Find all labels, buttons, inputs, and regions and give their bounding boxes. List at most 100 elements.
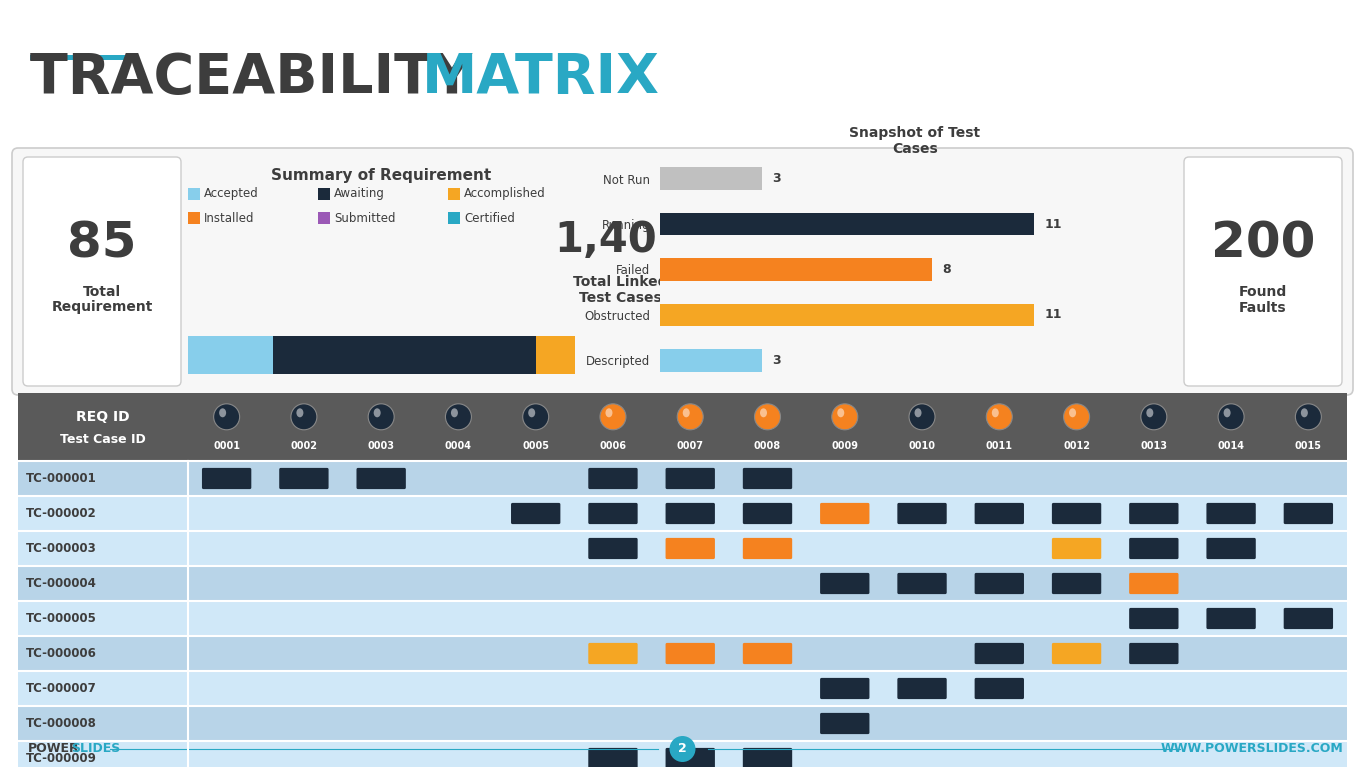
Ellipse shape xyxy=(1147,408,1153,417)
Ellipse shape xyxy=(374,408,381,417)
Text: 85: 85 xyxy=(67,219,136,268)
Bar xyxy=(18,531,1347,566)
Ellipse shape xyxy=(220,408,227,417)
Text: 0006: 0006 xyxy=(599,441,627,451)
Text: TC-000008: TC-000008 xyxy=(26,717,97,730)
FancyBboxPatch shape xyxy=(12,148,1353,395)
Bar xyxy=(661,304,1035,326)
Bar xyxy=(18,671,1347,706)
Ellipse shape xyxy=(1301,408,1308,417)
Bar xyxy=(318,188,330,200)
Bar xyxy=(18,706,1347,741)
Text: 11: 11 xyxy=(1044,218,1062,231)
FancyBboxPatch shape xyxy=(975,643,1024,664)
Text: TRACEABILITY: TRACEABILITY xyxy=(30,51,491,105)
Ellipse shape xyxy=(682,408,689,417)
FancyBboxPatch shape xyxy=(897,503,947,524)
Circle shape xyxy=(831,403,857,430)
Circle shape xyxy=(1218,403,1244,430)
Bar xyxy=(18,393,1347,461)
Bar xyxy=(536,336,575,374)
Text: TC-000002: TC-000002 xyxy=(26,507,97,520)
Text: 0003: 0003 xyxy=(367,441,394,451)
FancyBboxPatch shape xyxy=(1283,503,1334,524)
FancyBboxPatch shape xyxy=(1129,538,1178,559)
Ellipse shape xyxy=(837,408,845,417)
FancyBboxPatch shape xyxy=(666,748,715,767)
Text: Installed: Installed xyxy=(203,212,254,225)
Text: Test Cases: Test Cases xyxy=(579,291,662,305)
Text: 0007: 0007 xyxy=(677,441,704,451)
Text: Faults: Faults xyxy=(1239,301,1287,314)
Text: Test Case ID: Test Case ID xyxy=(60,433,146,446)
Text: Found: Found xyxy=(1239,285,1287,298)
Circle shape xyxy=(445,403,471,430)
Bar xyxy=(188,188,201,200)
Ellipse shape xyxy=(606,408,613,417)
FancyBboxPatch shape xyxy=(743,503,792,524)
Text: 0004: 0004 xyxy=(445,441,472,451)
Ellipse shape xyxy=(1069,408,1076,417)
Ellipse shape xyxy=(992,408,999,417)
Text: 0001: 0001 xyxy=(213,441,240,451)
FancyBboxPatch shape xyxy=(666,503,715,524)
Text: REQ ID: REQ ID xyxy=(76,410,130,424)
Circle shape xyxy=(523,403,549,430)
Text: Submitted: Submitted xyxy=(334,212,396,225)
Ellipse shape xyxy=(760,408,767,417)
Text: POWER: POWER xyxy=(29,742,79,755)
FancyBboxPatch shape xyxy=(1129,643,1178,664)
Text: 0010: 0010 xyxy=(909,441,935,451)
FancyBboxPatch shape xyxy=(356,468,405,489)
FancyBboxPatch shape xyxy=(820,573,870,594)
Text: TC-000006: TC-000006 xyxy=(26,647,97,660)
FancyBboxPatch shape xyxy=(1129,608,1178,629)
Text: 0014: 0014 xyxy=(1218,441,1245,451)
FancyBboxPatch shape xyxy=(1052,503,1102,524)
Circle shape xyxy=(214,403,240,430)
Ellipse shape xyxy=(528,408,535,417)
Text: 0008: 0008 xyxy=(753,441,781,451)
FancyBboxPatch shape xyxy=(1183,157,1342,386)
FancyBboxPatch shape xyxy=(666,643,715,664)
Text: 0011: 0011 xyxy=(986,441,1013,451)
Text: TC-000009: TC-000009 xyxy=(26,752,97,765)
FancyBboxPatch shape xyxy=(511,503,561,524)
Text: TC-000004: TC-000004 xyxy=(26,577,97,590)
Circle shape xyxy=(987,403,1013,430)
Circle shape xyxy=(677,403,703,430)
Text: MATRIX: MATRIX xyxy=(422,51,659,105)
FancyBboxPatch shape xyxy=(280,468,329,489)
Text: 11: 11 xyxy=(1044,308,1062,321)
FancyBboxPatch shape xyxy=(1052,573,1102,594)
Text: 0013: 0013 xyxy=(1140,441,1167,451)
Text: Accomplished: Accomplished xyxy=(464,187,546,200)
Text: Accepted: Accepted xyxy=(203,187,259,200)
Text: Awaiting: Awaiting xyxy=(334,187,385,200)
FancyBboxPatch shape xyxy=(743,748,792,767)
Text: 0015: 0015 xyxy=(1295,441,1321,451)
Circle shape xyxy=(369,403,394,430)
Text: WWW.POWERSLIDES.COM: WWW.POWERSLIDES.COM xyxy=(1160,742,1343,755)
Text: 0012: 0012 xyxy=(1063,441,1091,451)
FancyBboxPatch shape xyxy=(588,748,637,767)
Text: 3: 3 xyxy=(773,354,781,367)
FancyBboxPatch shape xyxy=(975,503,1024,524)
Text: 200: 200 xyxy=(1211,219,1316,268)
FancyBboxPatch shape xyxy=(820,678,870,699)
FancyBboxPatch shape xyxy=(666,538,715,559)
Text: SLIDES: SLIDES xyxy=(71,742,120,755)
Ellipse shape xyxy=(915,408,921,417)
Circle shape xyxy=(1295,403,1321,430)
Circle shape xyxy=(909,403,935,430)
FancyBboxPatch shape xyxy=(1207,538,1256,559)
FancyBboxPatch shape xyxy=(1129,503,1178,524)
FancyBboxPatch shape xyxy=(588,468,637,489)
Circle shape xyxy=(1063,403,1089,430)
FancyBboxPatch shape xyxy=(743,538,792,559)
Text: 1,402: 1,402 xyxy=(554,219,685,261)
Bar xyxy=(188,336,273,374)
Text: 0009: 0009 xyxy=(831,441,859,451)
FancyBboxPatch shape xyxy=(743,468,792,489)
Text: Requirement: Requirement xyxy=(52,301,153,314)
